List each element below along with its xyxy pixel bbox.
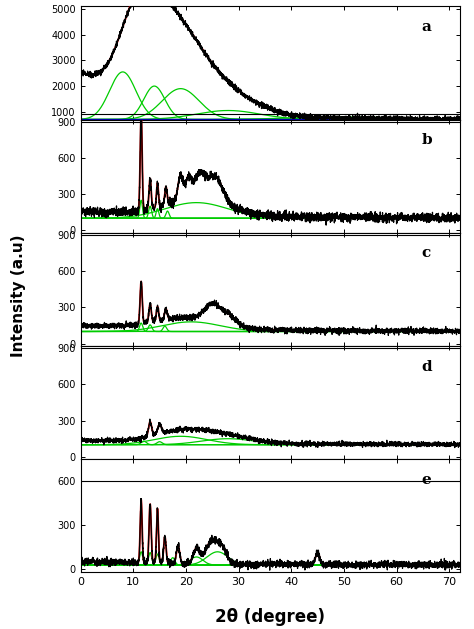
Text: c: c — [422, 247, 431, 260]
Text: a: a — [422, 20, 432, 34]
Text: Intensity (a.u): Intensity (a.u) — [11, 235, 27, 357]
Text: 2θ (degree): 2θ (degree) — [215, 608, 325, 626]
Text: b: b — [422, 133, 432, 147]
Text: d: d — [422, 360, 432, 374]
Text: e: e — [422, 473, 432, 487]
